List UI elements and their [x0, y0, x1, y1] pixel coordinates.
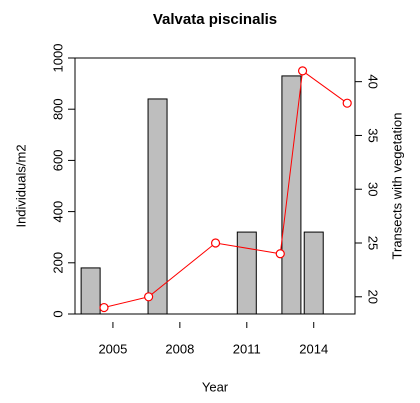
x-tick-label: 2014	[299, 341, 328, 356]
point	[99, 302, 109, 313]
y2-tick-label: 40	[366, 74, 381, 88]
x-axis-label: Year	[202, 379, 229, 394]
bar	[303, 231, 324, 315]
y2-tick-label: 25	[366, 236, 381, 250]
y2-axis-label: Transects with vegetation	[389, 113, 404, 260]
point	[144, 292, 154, 302]
y2-tick-label: 35	[366, 128, 381, 142]
point	[275, 249, 285, 259]
line	[103, 70, 348, 309]
chart-title: Valvata piscinalis	[153, 11, 277, 28]
point	[297, 66, 308, 76]
x-tick-label: 2005	[98, 341, 127, 356]
bar	[147, 98, 168, 315]
bar	[281, 75, 302, 315]
y-tick-label: 1000	[50, 44, 65, 73]
point	[342, 98, 352, 108]
x-tick-label: 2008	[165, 341, 194, 356]
bar	[80, 267, 101, 315]
y-tick-label: 400	[50, 201, 65, 223]
y-tick-label: 800	[50, 98, 65, 120]
x-tick-label: 2011	[233, 341, 261, 356]
plot-box	[74, 57, 356, 315]
y-axis-label: Individuals/m2	[13, 144, 28, 227]
y-tick-label: 0	[50, 310, 65, 317]
bar	[236, 231, 257, 315]
y2-tick-label: 30	[366, 182, 381, 196]
y2-tick-label: 20	[366, 290, 381, 304]
y-tick-label: 600	[50, 150, 65, 172]
y-tick-label: 200	[50, 252, 65, 274]
point	[210, 238, 221, 248]
